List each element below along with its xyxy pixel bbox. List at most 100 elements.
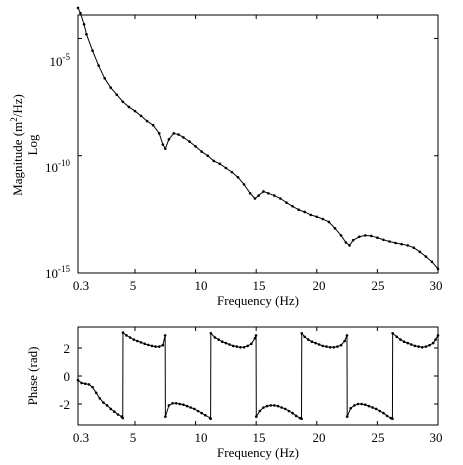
phase-data-point (317, 343, 321, 346)
magnitude-x-axis-label: Frequency (Hz) (217, 293, 299, 308)
magnitude-data-point (394, 241, 397, 245)
phase-data-point (428, 343, 431, 347)
phase-data-point (420, 346, 424, 349)
phase-data-point (353, 404, 356, 407)
magnitude-data-point (97, 64, 100, 67)
phase-data-point (224, 341, 228, 345)
phase-data-point (258, 409, 262, 413)
phase-data-point (246, 344, 249, 348)
phase-data-point (147, 343, 150, 347)
phase-data-point (121, 331, 125, 334)
phase-data-point (105, 404, 109, 407)
phase-data-point (163, 334, 167, 337)
phase-chart: 0.3 5 10 15 20 25 30 2 0 -2 Frequency (H… (25, 326, 443, 460)
magnitude-data-point (230, 170, 234, 174)
phase-data-point (300, 332, 304, 335)
magnitude-data-point (242, 183, 246, 186)
magnitude-data-point (145, 119, 149, 123)
phase-data-point (171, 402, 174, 405)
magnitude-data-point (376, 236, 379, 239)
phase-x-tick-label: 15 (253, 430, 266, 445)
magnitude-data-point (188, 140, 191, 143)
phase-data-point (76, 378, 80, 382)
phase-data-point (310, 340, 314, 344)
magnitude-data-point (333, 227, 337, 230)
magnitude-x-tick-label: 20 (313, 278, 326, 293)
phase-data-point (294, 414, 298, 418)
phase-data-point (374, 407, 378, 411)
magnitude-data-point (297, 208, 300, 211)
phase-x-tick-label: 25 (372, 430, 385, 445)
magnitude-y-tick-label: 10-5 (50, 52, 71, 69)
magnitude-data-point (412, 246, 416, 249)
phase-data-point (300, 417, 303, 421)
magnitude-data-point (82, 23, 86, 26)
magnitude-data-point (115, 93, 119, 96)
magnitude-data-point (79, 11, 82, 15)
phase-data-point (83, 382, 87, 386)
phase-data-point (193, 407, 196, 411)
phase-data-point (371, 406, 374, 409)
phase-x-axis-label: Frequency (Hz) (217, 445, 299, 460)
phase-data-point (417, 345, 420, 348)
phase-data-point (242, 346, 246, 349)
magnitude-data-point (382, 238, 385, 242)
phase-data-point (385, 414, 389, 418)
phase-data-point (125, 334, 128, 337)
phase-data-point (200, 411, 203, 415)
magnitude-data-point (303, 210, 306, 214)
magnitude-data-point (348, 244, 351, 247)
magnitude-series-line (77, 7, 439, 270)
phase-data-point (378, 409, 382, 413)
magnitude-y-axis-label: Magnitude (m2/Hz) (9, 94, 25, 196)
magnitude-data-point (357, 235, 361, 239)
phase-data-point (150, 344, 154, 348)
magnitude-data-point (279, 197, 282, 200)
phase-data-point (116, 413, 120, 416)
phase-plot-frame (77, 326, 439, 426)
magnitude-data-point (248, 192, 252, 195)
magnitude-data-point (436, 267, 440, 271)
magnitude-data-point (339, 234, 343, 237)
magnitude-data-point (406, 244, 410, 247)
magnitude-x-tick-label: 5 (130, 278, 137, 293)
magnitude-x-tick-label: 0.3 (73, 278, 89, 293)
phase-data-point (143, 342, 146, 346)
phase-data-point (424, 345, 428, 348)
magnitude-data-point (424, 255, 428, 258)
phase-data-point (102, 401, 105, 404)
phase-data-point (265, 404, 269, 408)
phase-data-point (231, 344, 235, 348)
phase-data-point (250, 342, 253, 346)
phase-data-point (220, 340, 224, 344)
magnitude-data-point (430, 260, 434, 264)
magnitude-data-point (76, 6, 80, 10)
magnitude-x-tick-label: 30 (430, 278, 443, 293)
phase-x-tick-label: 0.3 (73, 430, 89, 445)
phase-data-point (391, 332, 394, 335)
magnitude-data-point (285, 201, 288, 204)
phase-data-point (321, 344, 325, 348)
phase-x-tick-label: 30 (430, 430, 443, 445)
phase-data-point (343, 339, 346, 343)
phase-x-tick-label: 5 (130, 430, 137, 445)
phase-data-point (154, 345, 157, 348)
magnitude-data-point (388, 240, 391, 243)
magnitude-plot-frame (77, 14, 439, 274)
phase-data-point (253, 336, 257, 340)
phase-data-point (325, 345, 328, 348)
magnitude-data-point (85, 33, 88, 36)
phase-y-axis-label: Phase (rad) (25, 347, 40, 406)
magnitude-data-point (194, 145, 197, 148)
phase-data-point (167, 404, 171, 407)
phase-data-point (174, 402, 178, 405)
magnitude-data-point (370, 234, 373, 238)
magnitude-data-point (218, 162, 222, 166)
magnitude-data-point (200, 150, 203, 153)
phase-x-tick-label: 10 (195, 430, 208, 445)
phase-data-point (434, 338, 437, 341)
phase-data-point (349, 406, 353, 410)
phase-data-point (410, 343, 413, 346)
phase-data-point (161, 343, 165, 347)
